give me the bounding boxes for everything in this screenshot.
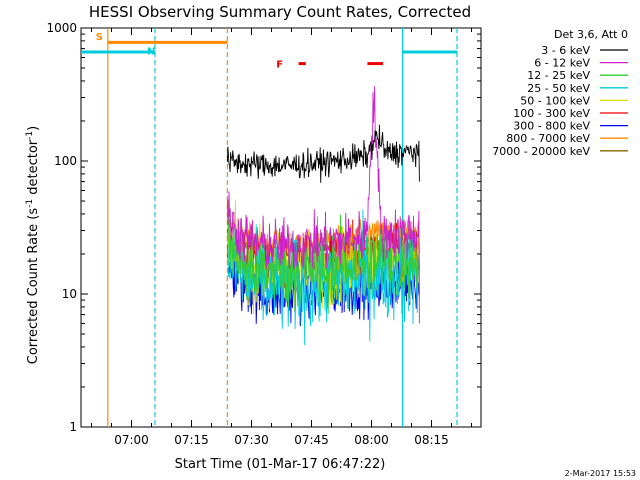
legend-label: 25 - 50 keV bbox=[527, 82, 590, 95]
legend-label: 100 - 300 keV bbox=[513, 107, 590, 120]
y-axis-label: Corrected Count Rate (s-1 detector-1) bbox=[25, 126, 41, 364]
x-tick-label: 08:00 bbox=[354, 433, 389, 447]
x-tick-label: 07:45 bbox=[294, 433, 329, 447]
x-axis-label: Start Time (01-Mar-17 06:47:22) bbox=[175, 457, 386, 472]
plot-area: 1 10 100 1000 07:00 07:15 07:30 07:45 08:00 08:15… bbox=[46, 21, 482, 447]
series-line-0 bbox=[226, 124, 420, 183]
legend-label: 3 - 6 keV bbox=[541, 44, 590, 57]
annotation-f: F bbox=[276, 60, 283, 71]
x-tick-label: 07:00 bbox=[114, 433, 149, 447]
y-tick-label: 10 bbox=[62, 287, 77, 301]
legend-label: 800 - 7000 keV bbox=[506, 132, 590, 145]
x-tick-label: 08:15 bbox=[414, 433, 449, 447]
legend-label: 12 - 25 keV bbox=[527, 69, 590, 82]
y-tick-label: 100 bbox=[54, 154, 77, 168]
legend-label: 50 - 100 keV bbox=[520, 94, 590, 107]
series-line-2 bbox=[226, 211, 420, 314]
legend-header: Det 3,6, Att 0 bbox=[554, 28, 628, 41]
footer-date: 2-Mar-2017 15:53 bbox=[565, 469, 636, 478]
annotation-n: N bbox=[147, 46, 155, 57]
legend-label: 7000 - 20000 keV bbox=[492, 145, 590, 158]
x-tick-label: 07:30 bbox=[234, 433, 269, 447]
y-tick-label: 1000 bbox=[46, 21, 77, 35]
legend-label: 300 - 800 keV bbox=[513, 120, 590, 133]
annotation-s: S bbox=[96, 32, 103, 43]
plot-frame bbox=[80, 27, 482, 428]
y-tick-label: 1 bbox=[69, 420, 77, 434]
legend-label: 6 - 12 keV bbox=[534, 57, 590, 70]
x-tick-label: 07:15 bbox=[174, 433, 209, 447]
series-line-1 bbox=[226, 86, 420, 324]
chart-title: HESSI Observing Summary Count Rates, Cor… bbox=[89, 3, 471, 21]
